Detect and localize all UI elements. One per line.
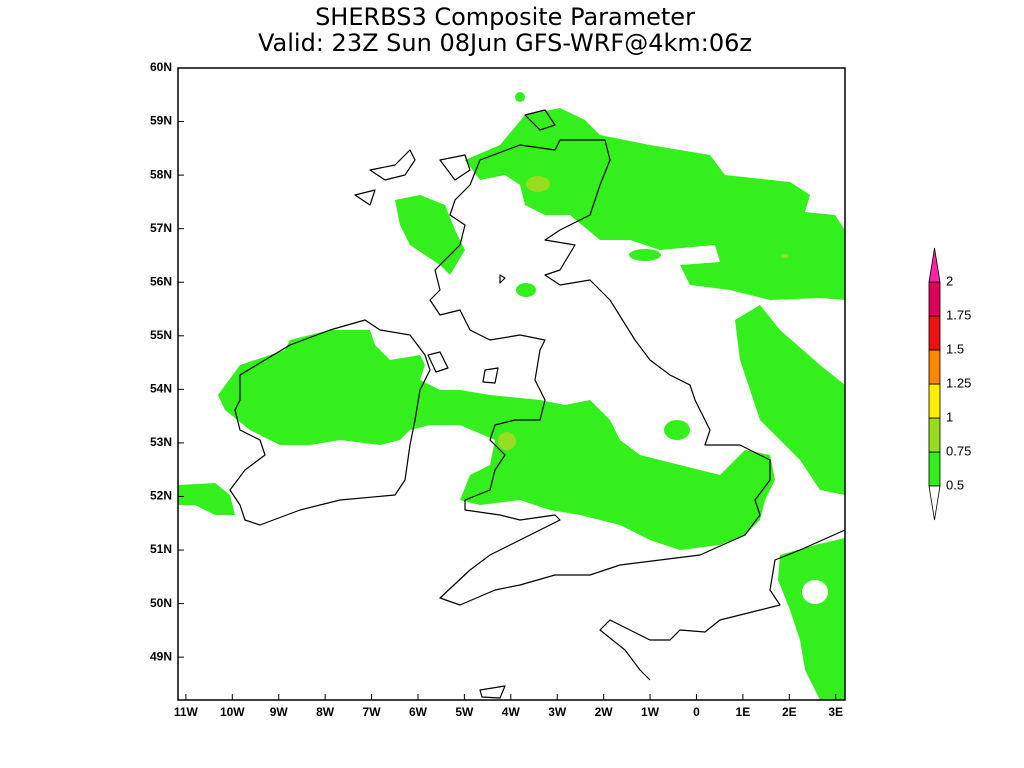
colorbar-label: 1.75 (946, 307, 971, 322)
y-tick-label: 51N (150, 542, 172, 556)
axes: 11W 10W 9W 8W 7W 6W 5W 4W 3W 2W 1W 0 1E 2E 3E 49N 50N 51N… (150, 60, 843, 719)
shaded-fields (178, 92, 845, 700)
y-tick-label: 49N (150, 649, 172, 663)
colorbar-label: 1.5 (946, 341, 964, 356)
x-tick-label: 1W (641, 705, 660, 719)
x-tick-label: 7W (363, 705, 382, 719)
x-tick-label: 3E (828, 705, 843, 719)
y-tick-label: 58N (150, 167, 172, 181)
colorbar-segment (928, 383, 941, 419)
field (664, 420, 690, 440)
y-tick-label: 57N (150, 221, 172, 235)
y-tick-label: 53N (150, 435, 172, 449)
y-tick-label: 60N (150, 60, 172, 74)
x-tick-label: 2E (782, 705, 797, 719)
colorbar-label: 0.75 (946, 443, 971, 458)
colorbar-label: 2 (946, 273, 953, 288)
y-tick-label: 50N (150, 596, 172, 610)
coastlines (229, 109, 846, 699)
subtitle: Valid: 23Z Sun 08Jun GFS-WRF@4km:06z (258, 29, 752, 57)
colorbar-segment (928, 315, 941, 351)
colorbar-segment (928, 349, 941, 385)
x-tick-label: 11W (174, 705, 199, 719)
colorbar-segment (928, 281, 941, 317)
gap (802, 580, 828, 604)
field (178, 483, 235, 515)
field (218, 330, 775, 550)
y-tick-label: 54N (150, 382, 172, 396)
y-tick-label: 52N (150, 489, 172, 503)
colorbar-label: 1.25 (946, 375, 971, 390)
field (395, 195, 465, 275)
colorbar-over (928, 247, 941, 283)
field (735, 305, 845, 495)
y-tick-label: 55N (150, 328, 172, 342)
x-tick-label: 2W (595, 705, 614, 719)
x-tick-label: 1E (736, 705, 751, 719)
coastline (429, 139, 771, 606)
x-tick-label: 0 (693, 705, 700, 719)
coastline (229, 319, 431, 526)
x-tick-label: 4W (502, 705, 521, 719)
colorbar-label: 1 (946, 409, 953, 424)
coastline (354, 109, 556, 699)
gap (420, 365, 470, 390)
y-tick-label: 59N (150, 114, 172, 128)
field-high (526, 176, 550, 192)
x-tick-label: 3W (548, 705, 567, 719)
field-high (498, 432, 516, 450)
x-tick-label: 6W (409, 705, 428, 719)
colorbar-segment (928, 417, 941, 453)
field (629, 249, 661, 261)
field (778, 538, 845, 700)
field (516, 283, 536, 297)
colorbar-segment (928, 451, 941, 487)
map-area (177, 67, 846, 701)
colorbar: 0.5 0.75 1 1.25 1.5 1.75 2 (928, 247, 971, 521)
title: SHERBS3 Composite Parameter (315, 3, 695, 31)
colorbar-under (928, 485, 941, 521)
map-frame (177, 67, 846, 701)
coastline (599, 529, 846, 681)
x-tick-label: 5W (455, 705, 474, 719)
field (465, 108, 845, 300)
field-high (781, 254, 789, 258)
x-tick-label: 8W (316, 705, 335, 719)
y-tick-label: 56N (150, 274, 172, 288)
x-tick-label: 9W (270, 705, 289, 719)
field (515, 92, 525, 102)
x-tick-label: 10W (220, 705, 245, 719)
colorbar-label: 0.5 (946, 477, 964, 492)
